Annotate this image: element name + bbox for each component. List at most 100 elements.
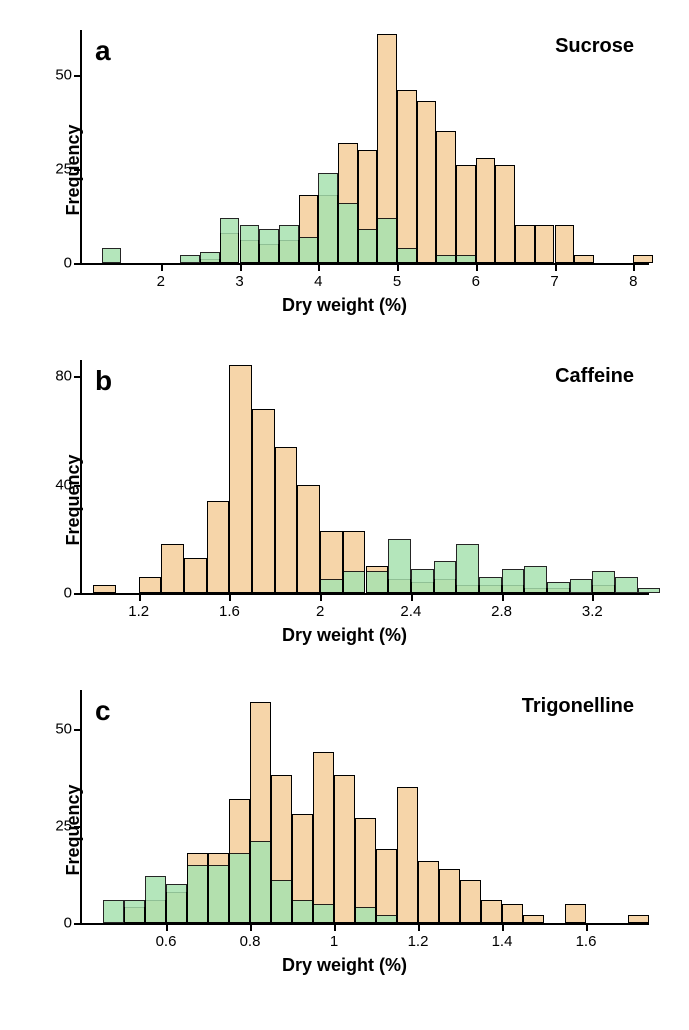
x-tick-label: 1.4 bbox=[492, 933, 513, 950]
plot-area: 025500.60.811.21.41.6 bbox=[80, 690, 649, 925]
panel-a: 025502345678aSucroseFrequencyDry weight … bbox=[20, 20, 669, 320]
x-tick-label: 0.8 bbox=[240, 933, 261, 950]
panel-c: 025500.60.811.21.41.6c Trigonelline Freque… bbox=[20, 680, 669, 980]
x-tick-label: 8 bbox=[629, 273, 637, 290]
x-tick bbox=[166, 925, 168, 931]
bar-grn bbox=[318, 173, 338, 263]
plot-area: 040801.21.622.42.83.2 bbox=[80, 360, 649, 595]
bar-tan bbox=[481, 900, 502, 923]
bar-grn bbox=[502, 569, 525, 593]
bar-tan bbox=[376, 849, 397, 923]
x-tick-label: 4 bbox=[314, 273, 322, 290]
bar-grn bbox=[299, 237, 319, 263]
bar-tan bbox=[555, 225, 575, 263]
x-tick bbox=[633, 265, 635, 271]
panel-label: b bbox=[95, 365, 112, 397]
y-tick-label: 0 bbox=[64, 255, 72, 272]
x-tick-label: 2.4 bbox=[400, 603, 421, 620]
bar-grn bbox=[397, 248, 417, 263]
panel-label: c bbox=[95, 695, 111, 727]
bar-tan bbox=[275, 447, 298, 593]
x-tick-label: 6 bbox=[472, 273, 480, 290]
bar-grn bbox=[180, 255, 200, 263]
series-label: Sucrose bbox=[555, 35, 634, 58]
bar-grn bbox=[615, 577, 638, 593]
y-tick-label: 0 bbox=[64, 915, 72, 932]
bar-tan bbox=[417, 101, 437, 263]
x-tick bbox=[397, 265, 399, 271]
x-tick-label: 3 bbox=[235, 273, 243, 290]
x-tick-label: 1.6 bbox=[219, 603, 240, 620]
bar-grn bbox=[436, 255, 456, 263]
bar-tan bbox=[397, 787, 418, 923]
x-tick bbox=[411, 595, 413, 601]
panel-b: 040801.21.622.42.83.2b Caffeine Frequency D… bbox=[20, 350, 669, 650]
x-tick-label: 5 bbox=[393, 273, 401, 290]
series-label: Trigonelline bbox=[522, 695, 634, 718]
bar-grn bbox=[411, 569, 434, 593]
bar-grn bbox=[592, 571, 615, 593]
y-tick bbox=[74, 923, 80, 925]
bar-grn bbox=[279, 225, 299, 263]
bar-grn bbox=[229, 853, 250, 923]
x-tick-label: 1.2 bbox=[128, 603, 149, 620]
x-tick bbox=[334, 925, 336, 931]
bar-grn bbox=[259, 229, 279, 263]
bar-tan bbox=[93, 585, 116, 593]
x-tick bbox=[502, 595, 504, 601]
bar-tan bbox=[334, 775, 355, 923]
x-tick bbox=[161, 265, 163, 271]
y-tick-label: 80 bbox=[55, 368, 72, 385]
bar-tan bbox=[439, 869, 460, 923]
bar-grn bbox=[208, 865, 229, 923]
bar-tan bbox=[297, 485, 320, 593]
bar-grn bbox=[570, 579, 593, 593]
bar-tan bbox=[628, 915, 649, 923]
bar-grn bbox=[338, 203, 358, 263]
bar-grn bbox=[456, 544, 479, 593]
x-tick bbox=[250, 925, 252, 931]
x-tick bbox=[502, 925, 504, 931]
bar-grn bbox=[292, 900, 313, 923]
x-tick-label: 0.6 bbox=[156, 933, 177, 950]
x-tick bbox=[418, 925, 420, 931]
bar-tan bbox=[476, 158, 496, 263]
bar-tan bbox=[139, 577, 162, 593]
y-axis-label: Frequency bbox=[63, 454, 84, 545]
bar-tan bbox=[313, 752, 334, 923]
x-tick-label: 7 bbox=[550, 273, 558, 290]
y-axis-label: Frequency bbox=[63, 784, 84, 875]
bar-tan bbox=[633, 255, 653, 263]
y-tick-label: 50 bbox=[55, 67, 72, 84]
bar-grn bbox=[320, 579, 343, 593]
y-tick bbox=[74, 593, 80, 595]
plot-area: 025502345678 bbox=[80, 30, 649, 265]
bar-grn bbox=[388, 539, 411, 593]
bar-grn bbox=[376, 915, 397, 923]
y-tick bbox=[74, 75, 80, 77]
bar-tan bbox=[574, 255, 594, 263]
bar-tan bbox=[161, 544, 184, 593]
x-tick-label: 2.8 bbox=[491, 603, 512, 620]
x-tick-label: 1 bbox=[330, 933, 338, 950]
x-tick-label: 1.2 bbox=[408, 933, 429, 950]
bar-grn bbox=[200, 252, 220, 263]
x-tick-label: 2 bbox=[157, 273, 165, 290]
y-axis-label: Frequency bbox=[63, 124, 84, 215]
x-tick bbox=[476, 265, 478, 271]
x-axis-label: Dry weight (%) bbox=[282, 625, 407, 646]
x-axis-label: Dry weight (%) bbox=[282, 955, 407, 976]
x-tick bbox=[320, 595, 322, 601]
y-tick bbox=[74, 376, 80, 378]
bar-grn bbox=[103, 900, 124, 923]
x-tick bbox=[555, 265, 557, 271]
x-tick bbox=[586, 925, 588, 931]
x-tick bbox=[240, 265, 242, 271]
bar-tan bbox=[418, 861, 439, 923]
y-tick bbox=[74, 729, 80, 731]
y-tick-label: 50 bbox=[55, 720, 72, 737]
bar-tan bbox=[229, 365, 252, 593]
series-label: Caffeine bbox=[555, 365, 634, 388]
bar-grn bbox=[377, 218, 397, 263]
y-tick-label: 0 bbox=[64, 585, 72, 602]
